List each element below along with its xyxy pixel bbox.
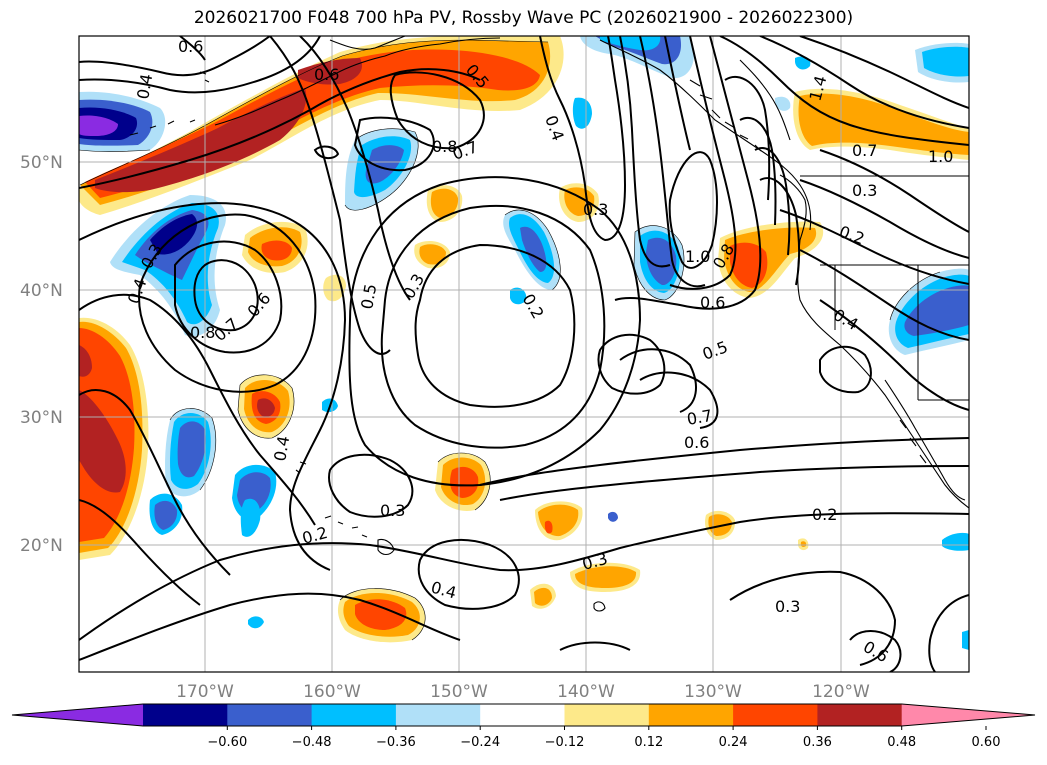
colorbar-segment bbox=[480, 704, 565, 726]
contour-label: 1.0 bbox=[685, 247, 710, 266]
contour-label: 0.4 bbox=[133, 72, 156, 100]
contour-label: 0.5 bbox=[357, 282, 380, 310]
lon-label: 170°W bbox=[176, 682, 234, 702]
pv-contours bbox=[79, 36, 969, 672]
colorbar-tick-label: −0.48 bbox=[292, 735, 332, 750]
contour-label: 0.3 bbox=[380, 501, 405, 520]
contour-label: 0.6 bbox=[178, 37, 203, 56]
colorbar-tick-label: 0.60 bbox=[972, 735, 1001, 750]
lat-label: 50°N bbox=[20, 153, 63, 173]
lon-label: 130°W bbox=[684, 682, 742, 702]
colorbar-segment bbox=[648, 704, 734, 726]
lon-label: 150°W bbox=[430, 682, 488, 702]
colorbar-segment bbox=[311, 704, 397, 726]
contour-label: 0.2 bbox=[812, 505, 837, 524]
contour-label: 0.8 bbox=[432, 137, 457, 156]
colorbar-extend-high bbox=[901, 704, 1035, 726]
colorbar-tick-label: −0.36 bbox=[376, 735, 416, 750]
colorbar-tick-label: 0.36 bbox=[803, 735, 832, 750]
colorbar-tick-label: −0.24 bbox=[460, 735, 500, 750]
contour-label: 1.0 bbox=[928, 147, 953, 166]
colorbar-tick-label: 0.24 bbox=[719, 735, 748, 750]
map-title: 2026021700 F048 700 hPa PV, Rossby Wave … bbox=[193, 8, 854, 28]
contour-label: 0.7 bbox=[852, 141, 877, 160]
colorbar-segment bbox=[817, 704, 903, 726]
latitude-labels: 50°N 40°N 30°N 20°N bbox=[20, 153, 63, 556]
plot-frame bbox=[78, 35, 970, 673]
contour-label: 0.7 bbox=[685, 406, 713, 429]
contour-label: 0.3 bbox=[852, 181, 877, 200]
colorbar-outline bbox=[11, 703, 1036, 727]
coastlines bbox=[129, 36, 969, 612]
lat-label: 20°N bbox=[20, 536, 63, 556]
colorbar-segment bbox=[564, 704, 650, 726]
colorbar-segment bbox=[227, 704, 313, 726]
contour-label: 0.4 bbox=[270, 434, 293, 462]
colorbar-tick-label: −0.60 bbox=[207, 735, 247, 750]
lat-label: 40°N bbox=[20, 281, 63, 301]
contour-label: 0.6 bbox=[684, 433, 709, 452]
colorbar-segment bbox=[143, 704, 228, 726]
pv-shading-outlines bbox=[79, 39, 941, 641]
contour-label: 0.6 bbox=[314, 65, 339, 84]
colorbar-segment bbox=[395, 704, 481, 726]
contour-label: 0.3 bbox=[583, 200, 608, 219]
contour-label: 0.6 bbox=[700, 293, 725, 312]
pv-shading bbox=[79, 36, 969, 650]
colorbar-tick-label: 0.48 bbox=[887, 735, 916, 750]
lon-label: 160°W bbox=[303, 682, 361, 702]
contour-label: 0.3 bbox=[775, 597, 800, 616]
colorbar-extend-low bbox=[12, 704, 143, 726]
colorbar-tick-label: −0.12 bbox=[545, 735, 585, 750]
lon-label: 120°W bbox=[812, 682, 870, 702]
lon-label: 140°W bbox=[557, 682, 615, 702]
longitude-labels: 170°W 160°W 150°W 140°W 130°W 120°W bbox=[176, 682, 870, 702]
lat-label: 30°N bbox=[20, 408, 63, 428]
contour-label: 0.8 bbox=[190, 323, 215, 342]
colorbar-segment bbox=[733, 704, 818, 726]
borders bbox=[800, 175, 969, 401]
colorbar-tick-label: 0.12 bbox=[634, 735, 663, 750]
colorbar: −0.60 −0.48 −0.36 −0.24 −0.12 0.12 0.24 0.36 0.4… bbox=[11, 703, 1036, 750]
